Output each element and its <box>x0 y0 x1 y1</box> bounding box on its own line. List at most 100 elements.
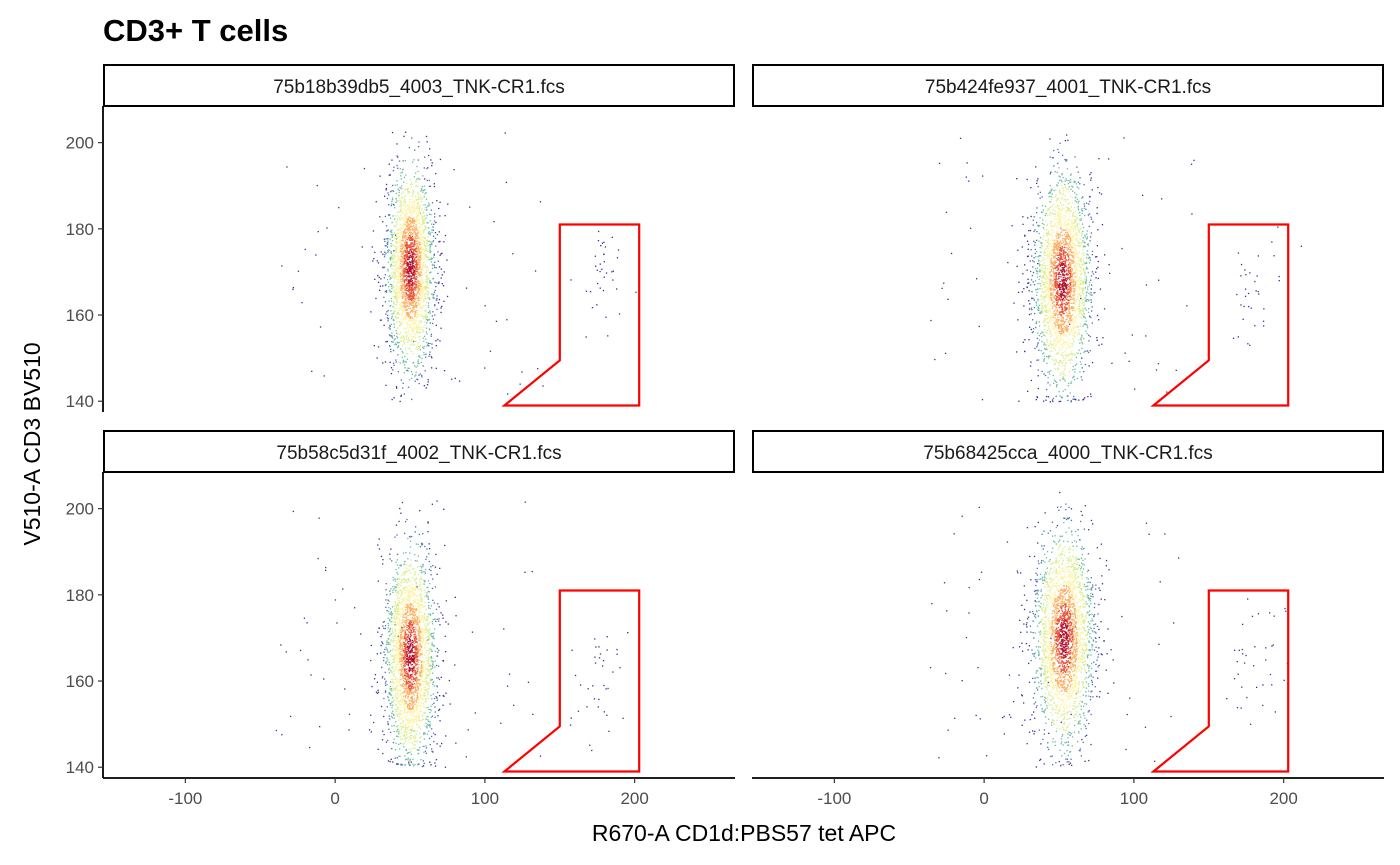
data-point <box>391 264 393 267</box>
data-point <box>1049 263 1051 266</box>
data-point <box>1061 362 1064 364</box>
data-point <box>411 300 414 302</box>
data-point <box>434 216 436 218</box>
data-point <box>416 202 418 205</box>
data-point <box>424 315 426 317</box>
data-point <box>1046 246 1049 248</box>
data-point <box>395 250 397 252</box>
data-point <box>1254 325 1256 327</box>
data-point <box>1046 210 1049 212</box>
data-point <box>1056 252 1059 254</box>
data-point <box>1043 282 1045 284</box>
data-point <box>432 297 434 299</box>
data-point <box>401 278 403 281</box>
data-point <box>1056 331 1058 334</box>
data-point <box>413 248 415 250</box>
data-point <box>1061 354 1063 356</box>
data-point <box>1064 354 1066 356</box>
data-point <box>409 254 412 256</box>
data-point <box>1062 187 1064 189</box>
data-point <box>377 274 379 277</box>
data-point <box>1057 324 1059 326</box>
data-point <box>1074 320 1076 323</box>
data-point <box>1053 267 1055 270</box>
data-point <box>410 341 412 343</box>
data-point <box>422 331 424 333</box>
data-point <box>1053 277 1055 279</box>
data-point <box>1063 192 1065 195</box>
data-point <box>1060 245 1062 248</box>
data-point <box>1080 376 1082 378</box>
data-point <box>1090 177 1092 179</box>
data-point <box>1052 307 1054 309</box>
data-point <box>428 277 430 279</box>
data-point <box>597 240 600 242</box>
data-point <box>391 199 394 201</box>
data-point <box>414 300 416 302</box>
data-point <box>1045 324 1047 326</box>
data-point <box>1046 321 1048 323</box>
data-point <box>1068 309 1070 311</box>
data-point <box>1072 353 1074 355</box>
data-point <box>1054 260 1056 263</box>
data-point <box>1071 343 1074 345</box>
data-point <box>419 206 421 209</box>
data-point <box>398 342 400 344</box>
data-point <box>1042 312 1044 314</box>
data-point <box>1062 345 1064 347</box>
data-point <box>1070 270 1073 273</box>
data-point <box>1081 259 1083 262</box>
data-point <box>1058 243 1060 245</box>
data-point <box>1048 233 1050 236</box>
data-point <box>1054 171 1056 173</box>
data-point <box>404 281 406 283</box>
data-point <box>429 213 431 215</box>
data-point <box>1044 317 1046 320</box>
data-point <box>414 298 416 300</box>
data-point <box>616 257 619 259</box>
data-point <box>408 316 410 318</box>
data-point <box>1086 350 1088 352</box>
data-point <box>1070 267 1072 269</box>
data-point <box>1046 235 1048 237</box>
data-point <box>419 339 421 341</box>
data-point <box>599 270 601 273</box>
data-point <box>388 275 391 277</box>
data-point <box>1043 329 1045 331</box>
data-point <box>1053 165 1055 167</box>
data-point <box>1070 210 1072 212</box>
data-point <box>1081 313 1083 315</box>
data-point <box>409 220 412 223</box>
data-point <box>1057 327 1059 329</box>
data-point <box>484 367 486 369</box>
data-point <box>394 275 396 278</box>
data-point <box>1041 222 1044 225</box>
data-point <box>411 398 413 401</box>
data-point <box>410 300 412 302</box>
data-point <box>1075 262 1077 264</box>
data-point <box>1062 390 1064 392</box>
data-point <box>1070 296 1072 298</box>
data-point <box>405 292 408 294</box>
data-point <box>1065 311 1068 314</box>
data-point <box>416 267 418 269</box>
data-point <box>391 200 393 203</box>
data-point <box>1057 338 1059 341</box>
data-point <box>1059 217 1061 219</box>
data-point <box>430 213 432 216</box>
data-point <box>414 288 416 290</box>
data-point <box>433 291 436 293</box>
data-point <box>428 298 431 300</box>
data-point <box>402 382 404 384</box>
data-point <box>410 233 412 235</box>
data-point <box>400 337 402 339</box>
data-point <box>395 291 397 293</box>
data-point <box>1249 272 1251 274</box>
data-point <box>1060 328 1062 330</box>
data-point <box>417 208 420 210</box>
data-point <box>417 191 419 194</box>
data-point <box>405 361 407 363</box>
data-point <box>1082 310 1084 312</box>
data-point <box>1072 281 1075 283</box>
data-point <box>444 234 447 237</box>
